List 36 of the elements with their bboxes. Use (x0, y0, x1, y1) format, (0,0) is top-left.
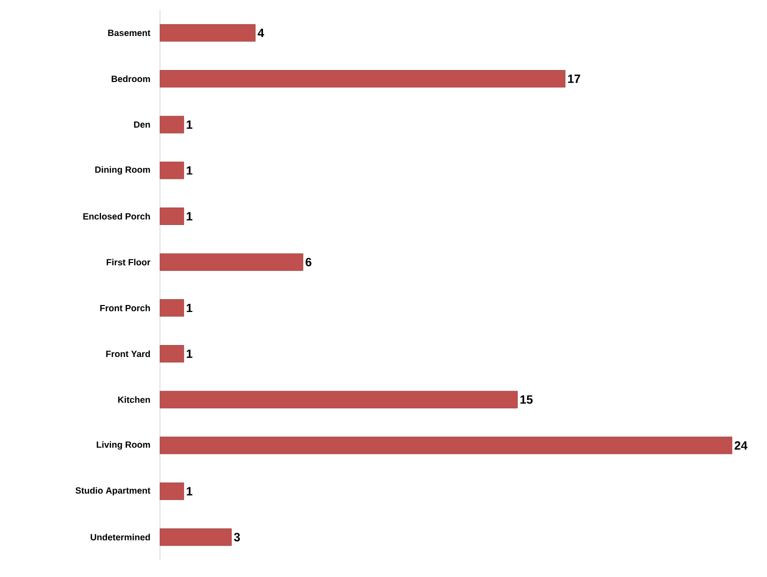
data-label: 4 (258, 28, 264, 38)
bar (160, 436, 732, 454)
bar (160, 70, 566, 88)
y-tick-label: Bedroom (112, 75, 150, 82)
y-tick-label: Living Room (96, 441, 150, 450)
y-tick-label: Enclosed Porch (83, 212, 150, 220)
data-label: 6 (306, 258, 312, 266)
y-tick-label: Kitchen (118, 396, 150, 403)
bar (160, 528, 232, 546)
bar (160, 390, 518, 408)
data-label: 1 (186, 120, 192, 129)
data-label: 1 (186, 487, 192, 496)
bar (160, 299, 184, 317)
bar (160, 482, 184, 500)
data-label: 1 (186, 166, 192, 175)
y-tick-label: Den (134, 121, 150, 128)
y-tick-label: Basement (108, 30, 150, 36)
bar (160, 345, 184, 362)
bar (160, 162, 184, 180)
data-label: 1 (186, 304, 192, 312)
data-label: 24 (734, 441, 748, 450)
y-tick-label: Studio Apartment (76, 487, 150, 496)
data-label: 1 (186, 212, 192, 220)
y-tick-label: First Floor (106, 258, 150, 266)
bar (160, 116, 184, 134)
data-label: 15 (520, 395, 533, 404)
bar (160, 24, 256, 42)
data-label: 17 (568, 74, 580, 83)
y-tick-label: Front Porch (100, 304, 150, 312)
y-tick-label: Dining Room (95, 166, 150, 175)
y-tick-label: Undetermined (90, 534, 150, 540)
data-label: 3 (234, 532, 240, 542)
bar (160, 253, 304, 271)
bar (160, 208, 184, 225)
y-tick-label: Front Yard (106, 350, 150, 358)
data-label: 1 (186, 350, 192, 358)
